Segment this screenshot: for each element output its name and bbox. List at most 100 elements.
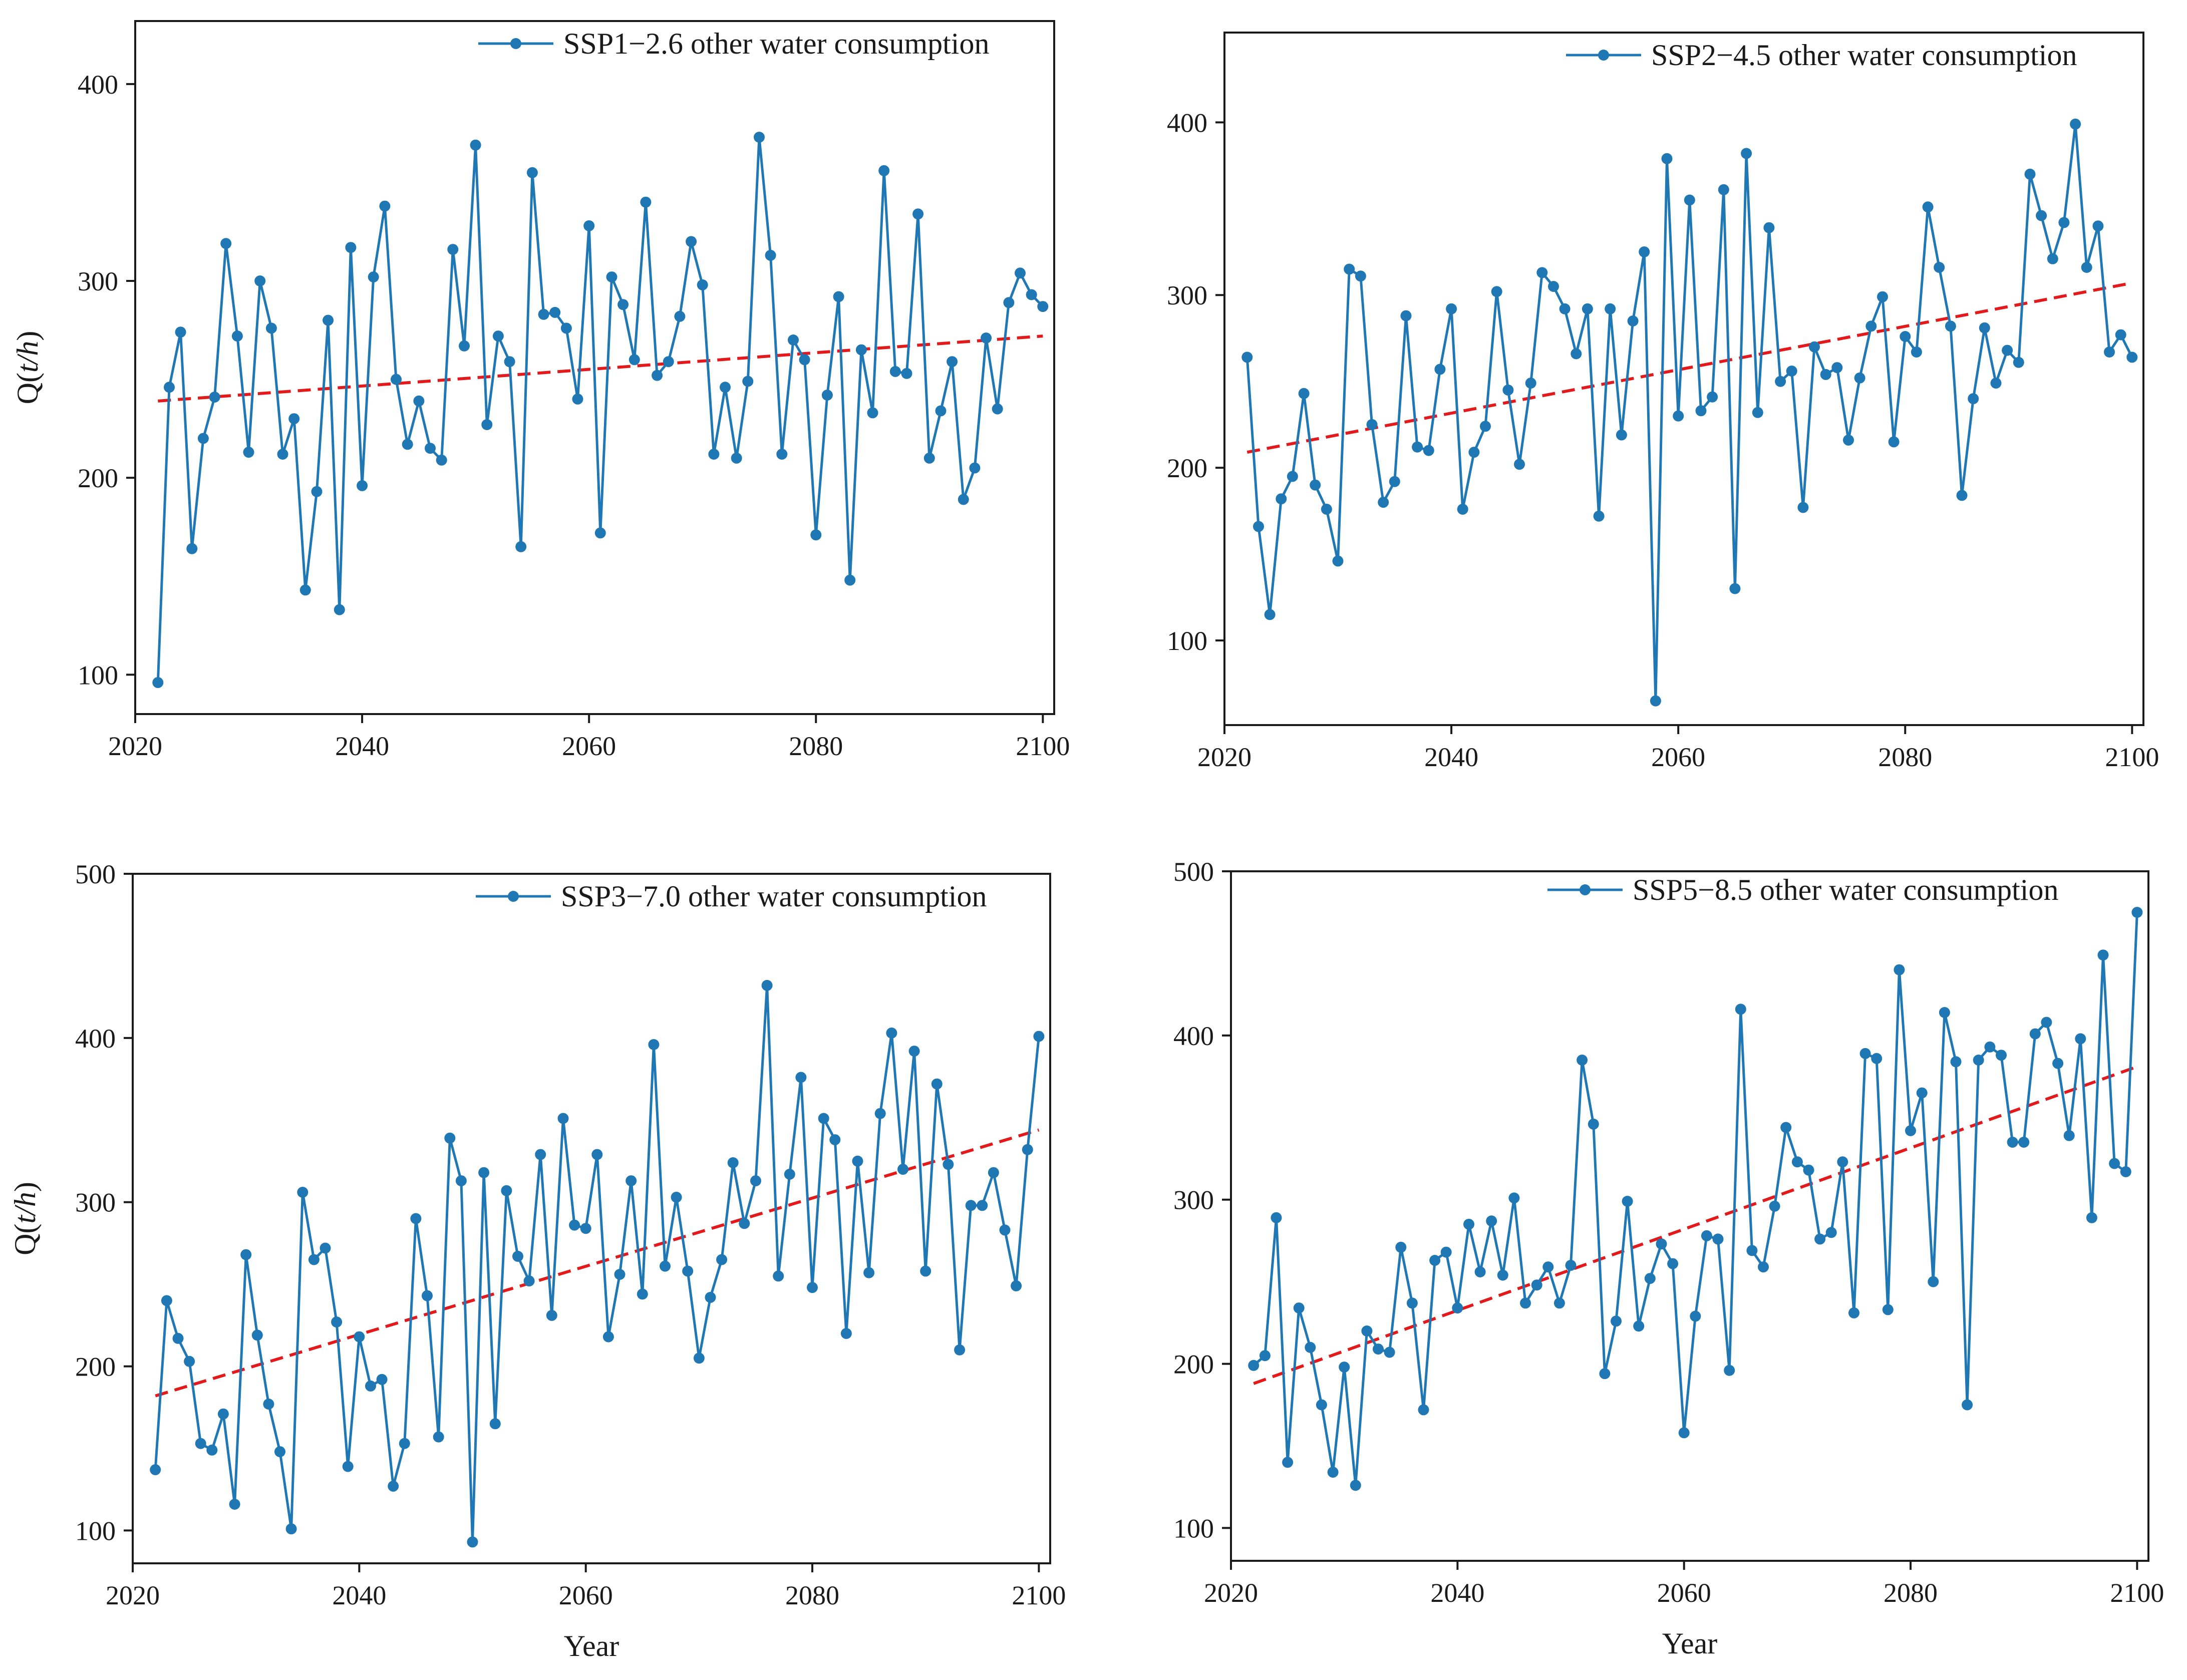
data-point [1712, 1233, 1724, 1245]
y-tick-label: 300 [1167, 280, 1207, 310]
data-point [489, 1418, 501, 1430]
data-point [840, 1328, 852, 1339]
data-point [999, 1224, 1011, 1236]
y-tick-label: 300 [78, 266, 118, 296]
data-point [920, 1265, 931, 1277]
legend: SSP1−2.6 other water consumption [478, 27, 989, 60]
data-point [323, 314, 334, 326]
data-point [220, 238, 232, 249]
y-tick-label: 100 [78, 660, 118, 690]
data-point [240, 1249, 252, 1260]
plot-frame [132, 873, 1051, 1564]
data-point [1791, 1156, 1803, 1168]
data-point [391, 374, 402, 385]
data-point [379, 200, 391, 212]
data-point [1310, 479, 1321, 491]
data-point [1474, 1266, 1486, 1277]
x-tick-label: 2060 [559, 1580, 613, 1610]
data-point [705, 1291, 716, 1303]
data-point [1011, 1280, 1022, 1291]
data-point [331, 1316, 343, 1328]
data-point [320, 1242, 331, 1254]
data-point [433, 1431, 444, 1443]
chart-panel-bottom-left: 2020 2040 2060 2080 2100 100 200 300 400 500 Q(t/h… [9, 859, 1066, 1662]
data-point [388, 1480, 399, 1492]
data-point [1718, 184, 1729, 195]
x-tick-label: 2040 [335, 731, 389, 761]
data-point [889, 366, 901, 377]
x-tick-label: 2040 [332, 1580, 386, 1610]
data-point [912, 208, 924, 220]
trend-line [1253, 1065, 2138, 1385]
data-point [1355, 270, 1366, 282]
data-point [1882, 1304, 1894, 1315]
data-point [1809, 341, 1820, 353]
data-point [1559, 303, 1571, 314]
data-point [818, 1113, 829, 1124]
data-point [1848, 1307, 1859, 1318]
data-point [855, 344, 867, 356]
data-point [357, 480, 368, 491]
data-point [1577, 1055, 1588, 1066]
y-tick-label: 100 [1167, 626, 1207, 656]
plot-frame [134, 20, 1055, 715]
data-point [878, 165, 890, 176]
data-point [197, 433, 209, 444]
y-axis-title: Q(t/h) [11, 331, 44, 405]
data-point [1865, 320, 1877, 332]
data-point [1520, 1297, 1531, 1309]
data-point [602, 1331, 614, 1342]
data-point [1825, 1227, 1837, 1238]
data-point [175, 326, 186, 338]
y-tick-label: 500 [75, 859, 116, 889]
data-point [1457, 503, 1468, 515]
data-point [1463, 1218, 1474, 1230]
data-point [1298, 388, 1310, 399]
data-point [492, 330, 504, 342]
data-point [931, 1078, 943, 1090]
data-point [1037, 301, 1049, 312]
data-point [277, 449, 288, 460]
data-point [716, 1254, 728, 1265]
data-point [626, 1175, 637, 1187]
data-point [186, 543, 198, 554]
data-point [1950, 1056, 1962, 1068]
data-point [184, 1356, 195, 1367]
data-point [1468, 447, 1480, 458]
data-point [2104, 347, 2115, 358]
data-point [1786, 366, 1797, 377]
data-point [1264, 609, 1276, 620]
data-point [988, 1167, 999, 1178]
series-line [1245, 123, 2133, 703]
data-point [231, 330, 243, 342]
data-point [1327, 1467, 1339, 1478]
trend-line [158, 334, 1043, 403]
data-point [1434, 364, 1446, 375]
data-point [150, 1464, 161, 1476]
data-point [1701, 1230, 1712, 1241]
data-point [569, 1219, 580, 1231]
data-point [436, 454, 447, 466]
data-point [640, 196, 652, 208]
data-point [867, 407, 878, 419]
data-point [969, 462, 981, 474]
chart-panel-top-left: 2020 2040 2060 2080 2100 100 200 300 400 Q(t/h) SS… [11, 20, 1070, 761]
trend-line [155, 1128, 1040, 1398]
data-point [1599, 1368, 1611, 1380]
data-point [195, 1438, 206, 1449]
data-point [1735, 1003, 1746, 1015]
data-point [308, 1254, 320, 1265]
data-point [444, 1132, 456, 1144]
data-point [572, 393, 583, 405]
data-point [1859, 1048, 1871, 1059]
data-point [674, 310, 686, 322]
data-point [1871, 1053, 1883, 1064]
plot-frame [1223, 32, 2144, 726]
data-point [1695, 405, 1707, 417]
data-point [742, 376, 754, 387]
data-point [535, 1149, 546, 1160]
data-point [1033, 1031, 1045, 1042]
data-point [965, 1200, 977, 1211]
data-point [1287, 471, 1298, 482]
data-point [1724, 1365, 1735, 1376]
